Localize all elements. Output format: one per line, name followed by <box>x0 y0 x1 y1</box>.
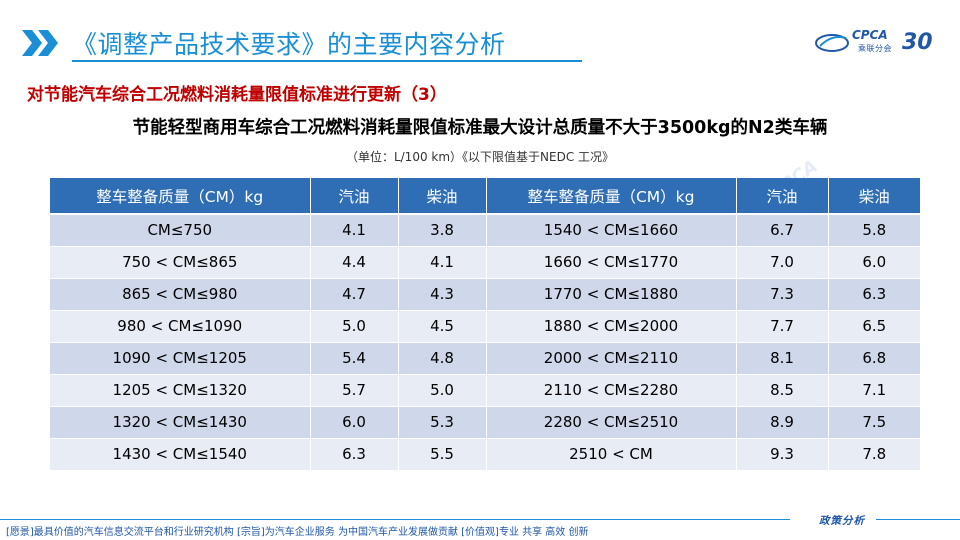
cell-diesel: 5.0 <box>398 374 487 407</box>
slide-header: 《调整产品技术要求》的主要内容分析 CPCA 乘联分会 30 <box>0 0 960 62</box>
footer-text: [愿景]最具价值的汽车信息交流平台和行业研究机构 [宗旨]为汽车企业服务 为中国… <box>6 527 589 538</box>
cell-mass: CM≤750 <box>50 214 311 247</box>
cell-mass: 2110 < CM≤2280 <box>486 374 737 407</box>
footer-divider <box>0 519 790 520</box>
section-title: 对节能汽车综合工况燃料消耗量限值标准进行更新（3） <box>27 85 447 105</box>
table-row: 1090 < CM≤1205 5.4 4.8 2000 < CM≤2110 8.… <box>50 342 920 375</box>
table-row: 750 < CM≤865 4.4 4.1 1660 < CM≤1770 7.0 … <box>50 246 920 279</box>
header-gasoline-left: 汽油 <box>310 178 399 215</box>
cpca-logo: CPCA 乘联分会 30 <box>814 28 944 58</box>
logo-subtext: 乘联分会 <box>858 44 892 53</box>
cell-diesel: 4.1 <box>398 246 487 279</box>
cell-mass: 865 < CM≤980 <box>50 278 311 311</box>
cell-gasoline: 6.7 <box>736 214 829 247</box>
cell-diesel: 5.8 <box>828 214 920 247</box>
unit-note: （单位：L/100 km）《以下限值基于NEDC 工况》 <box>345 150 615 164</box>
table-row: 1320 < CM≤1430 6.0 5.3 2280 < CM≤2510 8.… <box>50 406 920 439</box>
cell-diesel: 7.5 <box>828 406 920 439</box>
cell-gasoline: 8.9 <box>736 406 829 439</box>
anniversary-badge: 30 <box>902 30 933 55</box>
header-mass-left: 整车整备质量（CM）kg <box>50 178 311 215</box>
cell-diesel: 7.8 <box>828 438 920 471</box>
cell-gasoline: 5.4 <box>310 342 399 375</box>
cell-gasoline: 7.3 <box>736 278 829 311</box>
cell-gasoline: 4.4 <box>310 246 399 279</box>
table-row: 980 < CM≤1090 5.0 4.5 1880 < CM≤2000 7.7… <box>50 310 920 343</box>
table-row: 1430 < CM≤1540 6.3 5.5 2510 < CM 9.3 7.8 <box>50 438 920 471</box>
fuel-limit-table: 整车整备质量（CM）kg 汽油 柴油 整车整备质量（CM）kg 汽油 柴油 CM… <box>50 178 920 471</box>
cell-diesel: 6.3 <box>828 278 920 311</box>
header-gasoline-right: 汽油 <box>736 178 829 215</box>
table-row: 1205 < CM≤1320 5.7 5.0 2110 < CM≤2280 8.… <box>50 374 920 407</box>
cell-mass: 1320 < CM≤1430 <box>50 406 311 439</box>
header-mass-right: 整车整备质量（CM）kg <box>486 178 737 215</box>
cell-gasoline: 9.3 <box>736 438 829 471</box>
header-diesel-right: 柴油 <box>828 178 920 215</box>
table-row: 865 < CM≤980 4.7 4.3 1770 < CM≤1880 7.3 … <box>50 278 920 311</box>
cell-diesel: 5.3 <box>398 406 487 439</box>
cell-diesel: 5.5 <box>398 438 487 471</box>
cell-gasoline: 4.1 <box>310 214 399 247</box>
cell-diesel: 6.5 <box>828 310 920 343</box>
cell-gasoline: 4.7 <box>310 278 399 311</box>
cell-mass: 1770 < CM≤1880 <box>486 278 737 311</box>
cell-diesel: 6.8 <box>828 342 920 375</box>
logo-text: CPCA <box>852 28 888 42</box>
cell-gasoline: 6.0 <box>310 406 399 439</box>
cell-mass: 1090 < CM≤1205 <box>50 342 311 375</box>
page-title: 《调整产品技术要求》的主要内容分析 <box>72 30 506 59</box>
footer-tag: 政策分析 <box>819 515 865 527</box>
cell-gasoline: 8.1 <box>736 342 829 375</box>
cell-mass: 1205 < CM≤1320 <box>50 374 311 407</box>
cell-mass: 750 < CM≤865 <box>50 246 311 279</box>
cell-gasoline: 6.3 <box>310 438 399 471</box>
cell-diesel: 7.1 <box>828 374 920 407</box>
footer-divider-right <box>876 519 960 520</box>
cell-gasoline: 7.0 <box>736 246 829 279</box>
header-diesel-left: 柴油 <box>398 178 487 215</box>
cell-diesel: 6.0 <box>828 246 920 279</box>
table-header-row: 整车整备质量（CM）kg 汽油 柴油 整车整备质量（CM）kg 汽油 柴油 <box>50 178 920 215</box>
cell-mass: 1660 < CM≤1770 <box>486 246 737 279</box>
cell-gasoline: 5.0 <box>310 310 399 343</box>
cell-mass: 2280 < CM≤2510 <box>486 406 737 439</box>
table-heading: 节能轻型商用车综合工况燃料消耗量限值标准最大设计总质量不大于3500kg的N2类… <box>132 118 828 138</box>
double-chevron-icon <box>22 30 58 56</box>
cell-diesel: 4.5 <box>398 310 487 343</box>
cpca-logo-mark-icon <box>815 34 849 52</box>
cell-mass: 980 < CM≤1090 <box>50 310 311 343</box>
cell-mass: 2510 < CM <box>486 438 737 471</box>
title-underline <box>72 60 582 62</box>
cell-gasoline: 8.5 <box>736 374 829 407</box>
cell-diesel: 4.3 <box>398 278 487 311</box>
cell-mass: 1540 < CM≤1660 <box>486 214 737 247</box>
cell-mass: 1430 < CM≤1540 <box>50 438 311 471</box>
cell-diesel: 3.8 <box>398 214 487 247</box>
cell-gasoline: 7.7 <box>736 310 829 343</box>
cell-mass: 2000 < CM≤2110 <box>486 342 737 375</box>
cell-mass: 1880 < CM≤2000 <box>486 310 737 343</box>
cell-diesel: 4.8 <box>398 342 487 375</box>
table-row: CM≤750 4.1 3.8 1540 < CM≤1660 6.7 5.8 <box>50 214 920 247</box>
cell-gasoline: 5.7 <box>310 374 399 407</box>
